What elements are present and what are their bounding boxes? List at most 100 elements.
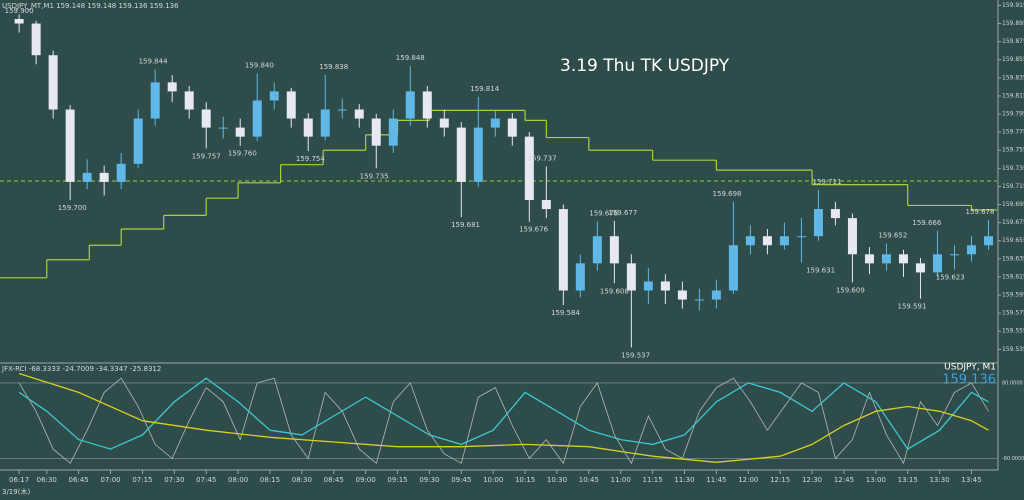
date-label: 3/19(木) — [2, 487, 30, 496]
low-label: 159.584 — [551, 309, 580, 317]
y-tick-label: 159.535 — [1002, 346, 1024, 353]
candle-body — [235, 127, 245, 137]
low-label: 159.681 — [451, 221, 480, 229]
rci-line — [18, 372, 989, 463]
low-label: 159.631 — [806, 266, 835, 274]
x-tick-label: 06:45 — [69, 476, 89, 484]
x-tick-label: 09:45 — [451, 476, 471, 484]
x-tick-label: 07:45 — [196, 476, 216, 484]
candle-body — [507, 118, 517, 137]
candle-body — [82, 172, 92, 182]
candle-body — [575, 263, 585, 291]
candle-body — [711, 290, 721, 300]
candle-body — [541, 200, 551, 210]
candle-body — [252, 100, 262, 137]
high-label: 159.737 — [528, 155, 557, 163]
high-label: 159.676 — [589, 210, 618, 218]
low-label: 159.757 — [192, 152, 221, 160]
subchart-symbol: USDJPY, M1 — [944, 363, 996, 373]
y-tick-label: 159.795 — [1002, 111, 1024, 118]
low-label: 159.537 — [621, 352, 650, 360]
y-tick-label: 159.775 — [1002, 129, 1024, 136]
x-tick-label: 12:00 — [738, 476, 758, 484]
candle-body — [184, 91, 194, 110]
high-label: 159.678 — [966, 208, 995, 216]
high-label: 159.814 — [470, 85, 499, 93]
x-tick-label: 11:15 — [643, 476, 663, 484]
y-tick-label: 159.835 — [1002, 74, 1024, 81]
candle-body — [150, 82, 160, 119]
x-tick-label: 12:45 — [834, 476, 854, 484]
candle-body — [626, 263, 636, 291]
x-tick-label: 06:30 — [37, 476, 57, 484]
low-label: 159.760 — [228, 150, 257, 158]
candle-body — [932, 254, 942, 273]
candle-body — [65, 109, 75, 182]
high-label: 159.698 — [713, 190, 742, 198]
candle-body — [779, 236, 789, 246]
rci-line — [18, 377, 989, 450]
x-tick-label: 10:00 — [483, 476, 503, 484]
candle-body — [830, 209, 840, 219]
candle-body — [949, 254, 959, 256]
x-tick-label: 11:30 — [674, 476, 694, 484]
x-tick-label: 10:30 — [547, 476, 567, 484]
x-tick-label: 09:30 — [419, 476, 439, 484]
candle-body — [371, 118, 381, 146]
x-tick-label: 13:45 — [961, 476, 981, 484]
low-label: 159.591 — [897, 303, 926, 311]
x-tick-label: 12:15 — [770, 476, 790, 484]
y-tick-label: 159.735 — [1002, 165, 1024, 172]
x-tick-label: 08:00 — [228, 476, 248, 484]
x-tick-label: 10:15 — [515, 476, 535, 484]
high-label: 159.652 — [878, 231, 907, 239]
candle-body — [745, 236, 755, 246]
high-label: 159.838 — [319, 63, 348, 71]
candle-body — [269, 91, 279, 101]
candle-body — [167, 82, 177, 92]
candle-body — [915, 263, 925, 273]
candle-body — [524, 136, 534, 201]
candle-body — [405, 91, 415, 119]
y-tick-label: 159.575 — [1002, 310, 1024, 317]
low-label: 159.735 — [360, 172, 389, 180]
y-tick-label: 159.635 — [1002, 255, 1024, 262]
candle-body — [847, 218, 857, 255]
y-tick-label: 159.715 — [1002, 183, 1024, 190]
candle-body — [14, 19, 24, 24]
y-tick-label: 159.855 — [1002, 56, 1024, 63]
sub-y-tick-label: -80.0000 — [1002, 456, 1024, 462]
candle-body — [796, 236, 806, 238]
candle-body — [133, 118, 143, 164]
candle-body — [388, 118, 398, 146]
x-tick-label: 10:45 — [579, 476, 599, 484]
high-label: 159.900 — [5, 7, 34, 15]
candle-body — [983, 236, 993, 246]
candle-body — [813, 209, 823, 237]
x-tick-label: 07:30 — [164, 476, 184, 484]
candle-body — [898, 254, 908, 264]
candle-body — [864, 254, 874, 264]
x-tick-label: 09:00 — [356, 476, 376, 484]
candle-body — [337, 109, 347, 111]
high-label: 159.844 — [139, 58, 168, 66]
x-tick-label: 08:15 — [260, 476, 280, 484]
candle-body — [201, 109, 211, 128]
rci-line — [18, 377, 989, 465]
x-tick-label: 07:15 — [132, 476, 152, 484]
candle-body — [660, 281, 670, 291]
x-tick-label: 11:45 — [706, 476, 726, 484]
candle-body — [558, 209, 568, 291]
x-tick-label: 13:15 — [898, 476, 918, 484]
y-tick-label: 159.755 — [1002, 147, 1024, 154]
candle-body — [456, 127, 466, 182]
candle-body — [99, 172, 109, 182]
chart-title: 3.19 Thu TK USDJPY — [560, 56, 730, 76]
x-tick-label: 09:15 — [387, 476, 407, 484]
x-tick-label: 07:00 — [100, 476, 120, 484]
candle-body — [320, 109, 330, 137]
candle-body — [677, 290, 687, 300]
high-label: 159.677 — [608, 209, 637, 217]
